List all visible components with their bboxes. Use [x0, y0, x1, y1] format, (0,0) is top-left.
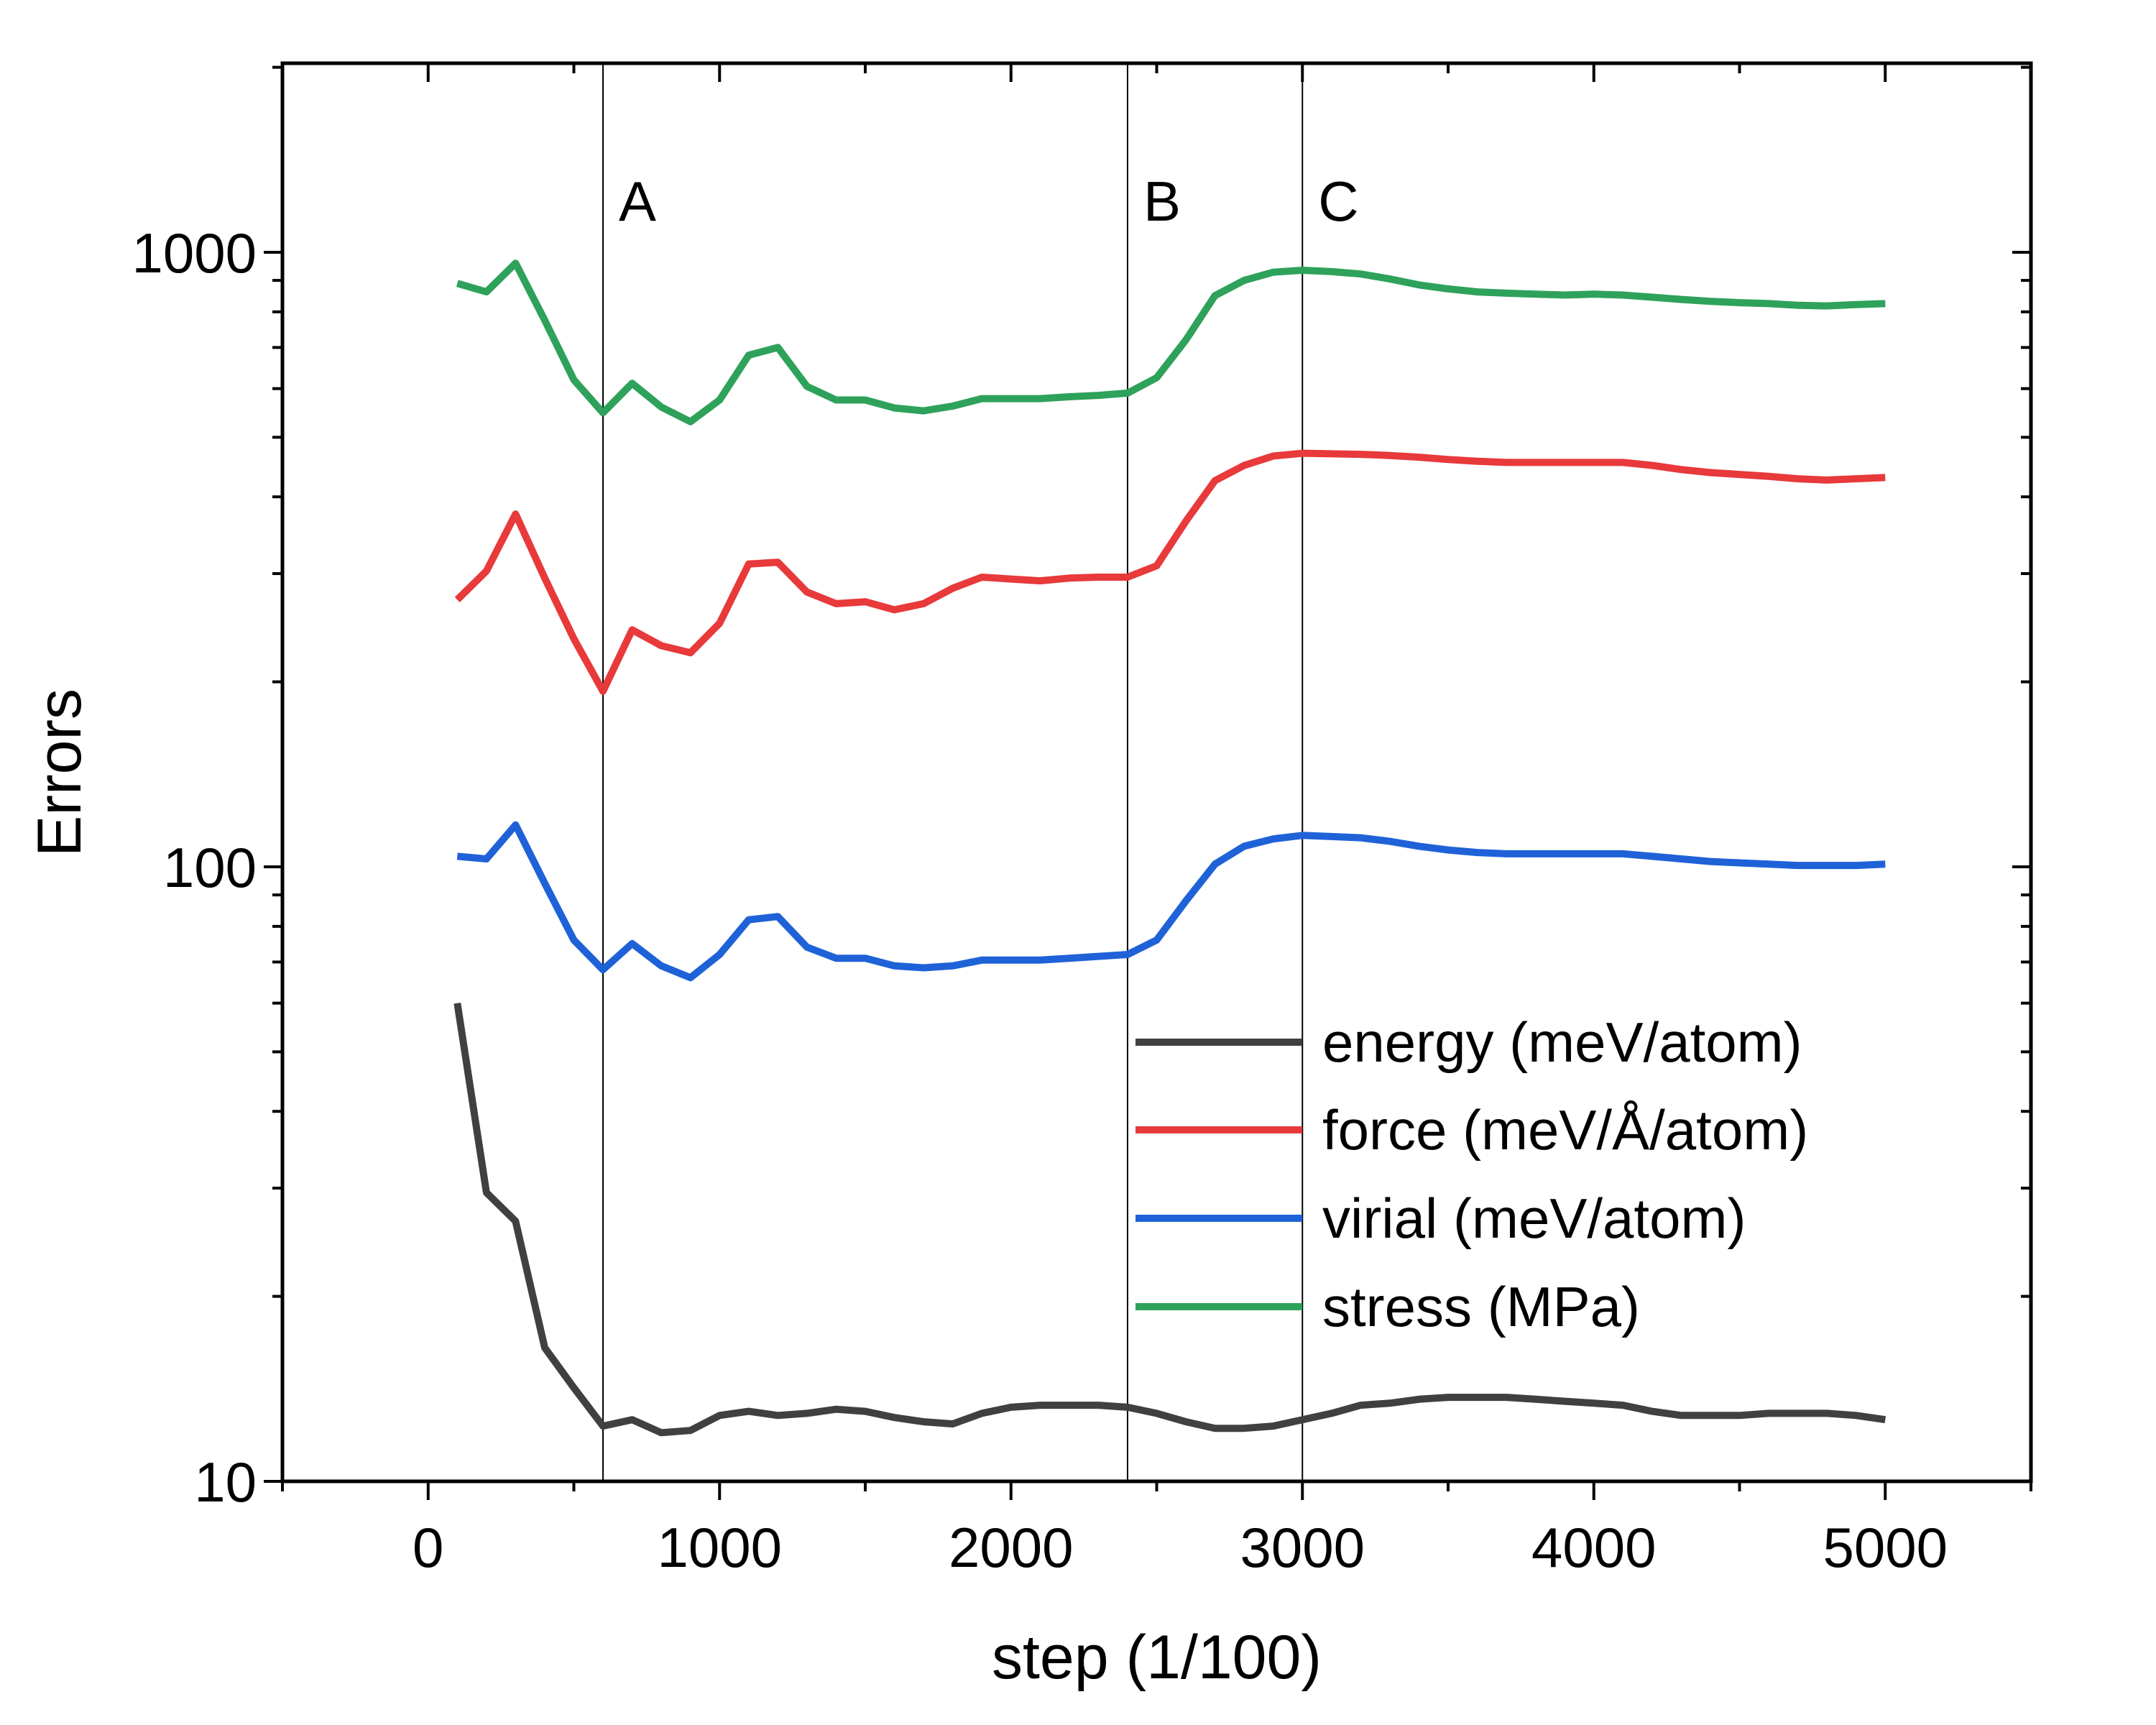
axis-ticks — [264, 63, 2032, 1500]
x-tick-label: 2000 — [949, 1516, 1074, 1579]
series-line-0 — [453, 1002, 1886, 1437]
y-tick-label: 1000 — [132, 221, 257, 285]
x-axis-label: step (1/100) — [992, 1623, 1322, 1692]
vertical-marker-lines: A B C — [602, 63, 1359, 1481]
series-lines — [453, 259, 1886, 1437]
marker-label-a: A — [619, 170, 656, 233]
legend-label-3: stress (MPa) — [1322, 1275, 1640, 1338]
x-tick-label: 3000 — [1240, 1516, 1365, 1579]
y-axis-label: Errors — [25, 689, 94, 857]
x-tick-label: 1000 — [657, 1516, 782, 1579]
y-tick-label: 10 — [194, 1450, 257, 1514]
legend-label-1: force (meV/Å/atom) — [1322, 1098, 1808, 1162]
tick-labels: 0 1000 2000 3000 4000 5000 10 100 1000 — [132, 221, 1948, 1579]
marker-label-b: B — [1143, 170, 1181, 233]
marker-label-c: C — [1318, 170, 1358, 233]
series-line-1 — [454, 449, 1886, 695]
legend-label-0: energy (meV/atom) — [1322, 1011, 1802, 1074]
y-tick-label: 100 — [163, 836, 257, 899]
series-line-2 — [456, 821, 1886, 982]
x-tick-label: 0 — [413, 1516, 443, 1579]
x-tick-label: 5000 — [1823, 1516, 1948, 1579]
series-line-3 — [456, 259, 1886, 426]
legend-label-2: virial (meV/atom) — [1322, 1187, 1746, 1250]
x-tick-label: 4000 — [1531, 1516, 1657, 1579]
legend: energy (meV/atom) force (meV/Å/atom) viria… — [1135, 1011, 1808, 1338]
